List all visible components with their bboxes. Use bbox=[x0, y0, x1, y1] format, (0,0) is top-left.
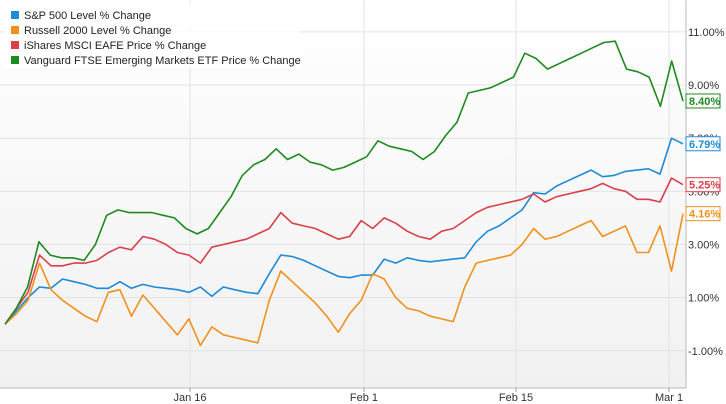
legend-swatch-0 bbox=[11, 11, 19, 19]
axis-ticks: -1.00%1.00%3.00%5.00%7.00%9.00%11.00%Jan… bbox=[173, 27, 724, 404]
legend-box bbox=[4, 4, 300, 68]
end-label-2: 5.25% bbox=[689, 180, 720, 192]
y-tick-label: 3.00% bbox=[688, 239, 719, 251]
legend-entry-3: Vanguard FTSE Emerging Markets ETF Price… bbox=[24, 55, 301, 67]
end-label-box-2 bbox=[685, 177, 721, 193]
end-label-1: 4.16% bbox=[689, 209, 720, 221]
y-tick-label: -1.00% bbox=[688, 346, 723, 358]
legend-entry-2: iShares MSCI EAFE Price % Change bbox=[24, 40, 206, 52]
end-label-box-3 bbox=[685, 93, 721, 109]
end-label-3: 8.40% bbox=[689, 96, 720, 108]
x-tick-label: Feb 1 bbox=[350, 392, 378, 404]
legend-entry-1: Russell 2000 Level % Change bbox=[24, 25, 171, 37]
legend: S&P 500 Level % Change Russell 2000 Level… bbox=[4, 4, 301, 68]
series-lines bbox=[4, 40, 684, 347]
y-tick-label: 11.00% bbox=[688, 27, 725, 39]
legend-entry-0: S&P 500 Level % Change bbox=[24, 10, 151, 22]
legend-swatch-1 bbox=[11, 26, 19, 34]
y-tick-label: 1.00% bbox=[688, 293, 719, 305]
series-line-3 bbox=[4, 40, 684, 325]
series-line-2 bbox=[4, 177, 684, 325]
x-tick-label: Feb 15 bbox=[499, 392, 533, 404]
end-label-box-0 bbox=[685, 136, 721, 152]
end-label-0: 6.79% bbox=[689, 139, 720, 151]
x-tick-label: Jan 16 bbox=[173, 392, 206, 404]
y-tick-label: 9.00% bbox=[688, 80, 719, 92]
legend-swatch-2 bbox=[11, 41, 19, 49]
legend-swatch-3 bbox=[11, 56, 19, 64]
end-label-box-1 bbox=[685, 206, 721, 222]
series-line-1 bbox=[4, 213, 684, 347]
end-labels: 6.79% 4.16% 5.25% 8.40% bbox=[685, 93, 721, 222]
series-line-0 bbox=[4, 137, 684, 325]
x-tick-label: Mar 1 bbox=[655, 392, 683, 404]
